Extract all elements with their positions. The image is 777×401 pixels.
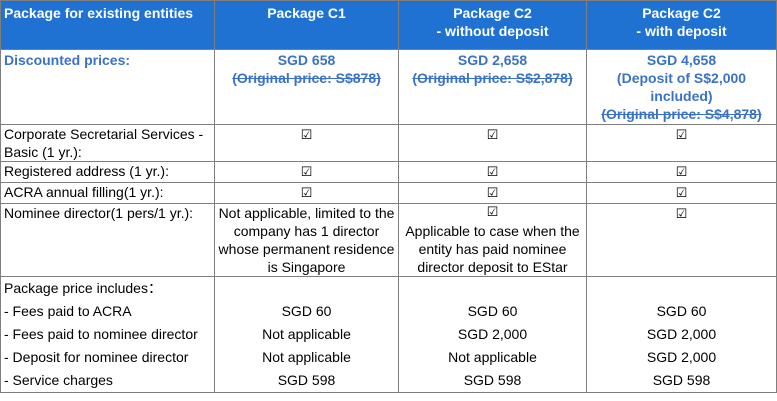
includes-c1-value: Not applicable <box>214 323 399 346</box>
discounted-prices-label: Discounted prices: <box>0 49 215 125</box>
check-cell: ☑ <box>586 161 777 183</box>
includes-c2-value: Not applicable <box>398 346 587 369</box>
header-package-c2-with-deposit: Package C2 - with deposit <box>586 0 777 50</box>
check-cell: ☑ <box>214 161 399 183</box>
service-label: Registered address (1 yr.): <box>0 161 215 183</box>
header-row: Package for existing entities Package C1… <box>0 0 777 50</box>
c1-price-cell: SGD 658 (Original price: S$878) <box>214 49 399 125</box>
service-row-acra-filling: ACRA annual filling(1 yr.): ☑ ☑ ☑ <box>0 182 777 204</box>
includes-c3-value: SGD 2,000 <box>586 346 777 369</box>
includes-row: - Service charges SGD 598 SGD 598 SGD 59… <box>0 369 777 393</box>
includes-c1-value: SGD 60 <box>214 300 399 323</box>
service-label: Corporate Secretarial Services - Basic (… <box>0 124 215 162</box>
checkbox-checked-icon: ☑ <box>300 165 313 180</box>
check-cell: ☑ <box>214 182 399 204</box>
empty-cell <box>214 276 399 300</box>
includes-label: - Fees paid to ACRA <box>0 300 215 323</box>
includes-c3-value: SGD 598 <box>586 369 777 393</box>
includes-label: - Deposit for nominee director <box>0 346 215 369</box>
c1-original-price: (Original price: S$878) <box>232 70 381 86</box>
checkbox-checked-icon: ☑ <box>300 186 313 201</box>
c3-deposit-note: included) <box>650 88 713 104</box>
nominee-c2-note: Applicable to case when the entity has p… <box>405 223 580 275</box>
check-cell: ☑ <box>586 124 777 162</box>
header-c2-subtitle: - with deposit <box>636 23 727 39</box>
header-package-c2-without-deposit: Package C2 - without deposit <box>398 0 587 50</box>
service-label: Nominee director(1 pers/1 yr.): <box>0 203 215 277</box>
c2-original-price: (Original price: S$2,878) <box>412 70 573 86</box>
includes-heading: Package price includes： <box>0 276 215 300</box>
service-row-nominee-director: Nominee director(1 pers/1 yr.): Not appl… <box>0 203 777 277</box>
includes-c2-value: SGD 598 <box>398 369 587 393</box>
includes-row: - Deposit for nominee director Not appli… <box>0 346 777 369</box>
header-package-label: Package for existing entities <box>0 0 215 50</box>
includes-label: - Fees paid to nominee director <box>0 323 215 346</box>
checkbox-checked-icon: ☑ <box>300 128 313 143</box>
header-c2-title: Package C2 <box>642 5 721 21</box>
nominee-c1-note: Not applicable, limited to the company h… <box>214 203 399 277</box>
empty-cell <box>586 276 777 300</box>
c3-original-price: (Original price: S$4,878) <box>601 106 762 122</box>
header-c2-title: Package C2 <box>453 5 532 21</box>
header-c2-subtitle: - without deposit <box>436 23 549 39</box>
includes-heading-row: Package price includes： <box>0 276 777 300</box>
check-cell: ☑ <box>586 182 777 204</box>
checkbox-checked-icon: ☑ <box>675 186 688 201</box>
check-cell: ☑ <box>586 203 777 277</box>
service-row-registered-address: Registered address (1 yr.): ☑ ☑ ☑ <box>0 161 777 183</box>
checkbox-checked-icon: ☑ <box>675 128 688 143</box>
checkbox-checked-icon: ☑ <box>486 165 499 180</box>
check-cell: ☑ <box>398 161 587 183</box>
checkbox-checked-icon: ☑ <box>486 128 499 143</box>
c2-price-cell: SGD 2,658 (Original price: S$2,878) <box>398 49 587 125</box>
checkbox-checked-icon: ☑ <box>486 186 499 201</box>
discounted-prices-row: Discounted prices: SGD 658 (Original pri… <box>0 49 777 125</box>
empty-cell <box>398 276 587 300</box>
includes-c1-value: Not applicable <box>214 346 399 369</box>
c3-discount-price: SGD 4,658 <box>646 52 717 68</box>
includes-label: - Service charges <box>0 369 215 393</box>
includes-c3-value: SGD 60 <box>586 300 777 323</box>
includes-c3-value: SGD 2,000 <box>586 323 777 346</box>
header-package-c1: Package C1 <box>214 0 399 50</box>
nominee-c2-cell: ☑ Applicable to case when the entity has… <box>398 203 587 277</box>
includes-row: - Fees paid to nominee director Not appl… <box>0 323 777 346</box>
checkbox-checked-icon: ☑ <box>486 205 499 220</box>
c1-discount-price: SGD 658 <box>277 52 336 68</box>
service-label: ACRA annual filling(1 yr.): <box>0 182 215 204</box>
c2-discount-price: SGD 2,658 <box>457 52 528 68</box>
includes-c2-value: SGD 2,000 <box>398 323 587 346</box>
check-cell: ☑ <box>398 182 587 204</box>
service-row-corporate-secretarial: Corporate Secretarial Services - Basic (… <box>0 124 777 162</box>
includes-c1-value: SGD 598 <box>214 369 399 393</box>
check-cell: ☑ <box>214 124 399 162</box>
checkbox-checked-icon: ☑ <box>675 207 688 222</box>
includes-c2-value: SGD 60 <box>398 300 587 323</box>
checkbox-checked-icon: ☑ <box>675 165 688 180</box>
includes-row: - Fees paid to ACRA SGD 60 SGD 60 SGD 60 <box>0 300 777 323</box>
c3-deposit-note: (Deposit of S$2,000 <box>616 70 747 86</box>
check-cell: ☑ <box>398 124 587 162</box>
c3-price-cell: SGD 4,658 (Deposit of S$2,000 included) … <box>586 49 777 125</box>
